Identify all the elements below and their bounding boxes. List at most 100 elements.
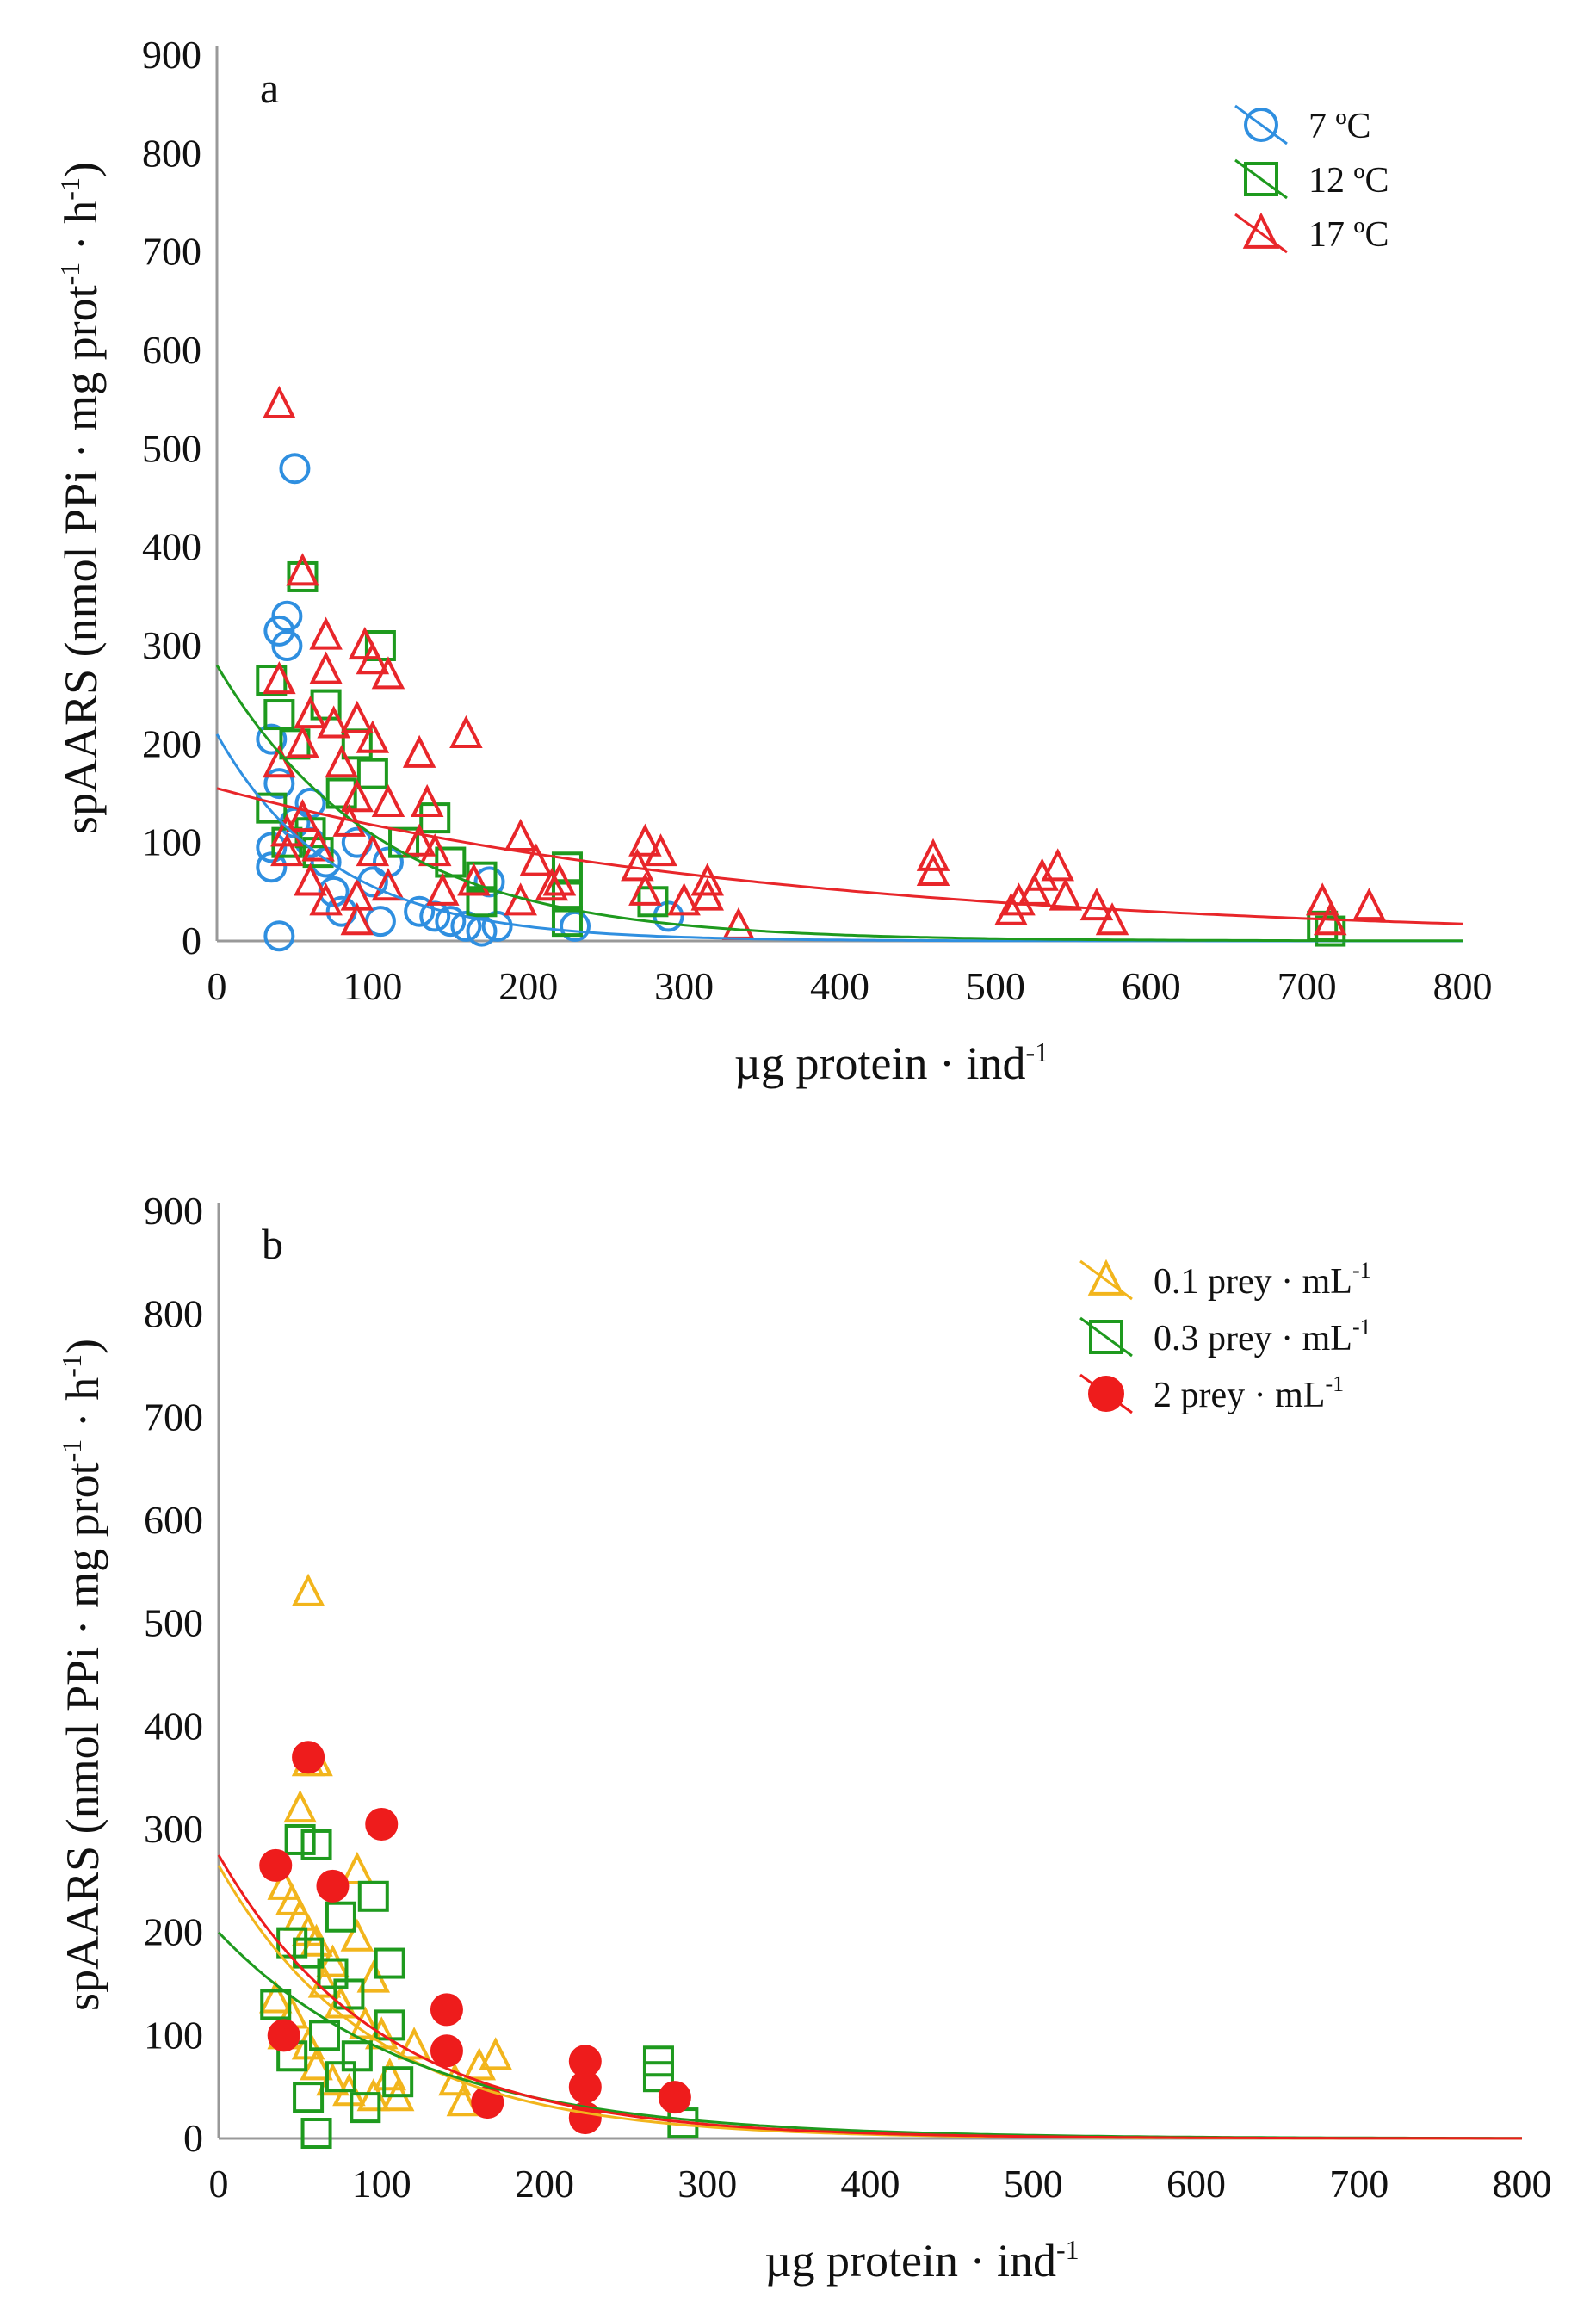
data-point bbox=[628, 872, 662, 906]
data-point bbox=[426, 872, 460, 906]
data-point bbox=[271, 630, 303, 661]
data-point bbox=[1079, 887, 1114, 921]
trend-line bbox=[216, 787, 1463, 925]
data-point bbox=[283, 1790, 317, 1823]
data-point bbox=[287, 560, 319, 592]
legend-line bbox=[1234, 158, 1288, 200]
trend-line bbox=[217, 1931, 1522, 2140]
y-tick-label: 500 bbox=[144, 1601, 203, 1645]
x-tick-label: 100 bbox=[343, 964, 402, 1008]
data-point bbox=[300, 1829, 332, 1860]
y-tick-label: 100 bbox=[144, 2013, 203, 2057]
y-axis-title-part: ) bbox=[57, 1339, 108, 1354]
legend-label-sup: -1 bbox=[1352, 1258, 1371, 1283]
legend-label-sup: -1 bbox=[1325, 1371, 1344, 1396]
data-point bbox=[256, 851, 288, 883]
data-point bbox=[291, 2027, 325, 2060]
data-point bbox=[294, 695, 327, 729]
data-point bbox=[365, 1808, 399, 1841]
y-axis-title-sup: -1 bbox=[56, 1439, 87, 1463]
data-point bbox=[292, 1741, 325, 1774]
data-point bbox=[349, 2006, 382, 2039]
data-point bbox=[260, 1989, 292, 2020]
legend-marker-icon bbox=[1087, 1259, 1125, 1296]
data-point bbox=[690, 863, 725, 896]
y-tick-label: 400 bbox=[142, 525, 201, 569]
data-point bbox=[263, 615, 295, 647]
data-point bbox=[1049, 877, 1083, 911]
data-point bbox=[275, 1882, 309, 1915]
series-1 bbox=[260, 1823, 699, 2150]
data-point bbox=[270, 833, 304, 867]
data-point bbox=[294, 863, 327, 896]
y-axis-title-part: · h bbox=[57, 1377, 108, 1439]
x-tick-label: 700 bbox=[1329, 2162, 1389, 2206]
y-tick-label: 600 bbox=[144, 1498, 203, 1542]
data-point bbox=[309, 882, 343, 916]
data-point bbox=[258, 1980, 293, 2014]
data-point bbox=[316, 1944, 350, 1977]
data-point bbox=[286, 725, 319, 758]
data-point bbox=[341, 2040, 373, 2072]
data-point bbox=[317, 1958, 349, 1989]
x-tick-label: 300 bbox=[677, 2162, 737, 2206]
data-point bbox=[371, 783, 405, 818]
x-tick-label: 500 bbox=[966, 964, 1025, 1008]
panel-label: b bbox=[262, 1220, 283, 1268]
data-point bbox=[450, 910, 482, 942]
data-point bbox=[466, 915, 498, 947]
y-axis-title-sup: -1 bbox=[54, 177, 85, 201]
x-tick-label: 0 bbox=[207, 964, 227, 1008]
data-point bbox=[284, 1823, 316, 1855]
y-axis-title: spAARS (nmol PPi · mg prot-1 · h-1) bbox=[56, 1339, 108, 2011]
panel-label: a bbox=[260, 64, 279, 112]
data-point bbox=[1025, 857, 1059, 891]
data-point bbox=[568, 2070, 602, 2104]
data-point bbox=[371, 868, 405, 901]
data-point bbox=[462, 2047, 497, 2081]
x-tick-label: 700 bbox=[1277, 964, 1337, 1008]
data-point bbox=[1305, 882, 1339, 916]
trend-line bbox=[217, 1865, 1522, 2140]
data-point bbox=[325, 1901, 356, 1933]
legend-line bbox=[1234, 104, 1288, 145]
y-tick-label: 400 bbox=[144, 1704, 203, 1748]
legend-label: 2 prey · mL-1 bbox=[1154, 1371, 1344, 1415]
data-point bbox=[382, 2066, 414, 2098]
data-point bbox=[721, 907, 756, 940]
x-tick-label: 500 bbox=[1004, 2162, 1063, 2206]
data-point bbox=[1095, 902, 1129, 936]
x-tick-label: 100 bbox=[352, 2162, 411, 2206]
legend-label: 12 ºC bbox=[1308, 161, 1389, 201]
data-point bbox=[271, 600, 303, 632]
x-tick-label: 800 bbox=[1493, 2162, 1552, 2206]
data-point bbox=[356, 758, 388, 789]
legend-marker-icon bbox=[1089, 1320, 1123, 1354]
data-point bbox=[293, 2082, 325, 2113]
data-point bbox=[916, 852, 950, 887]
data-point bbox=[302, 837, 334, 869]
x-axis-title: µg protein · ind-1 bbox=[734, 1037, 1049, 1089]
data-point bbox=[404, 895, 436, 927]
data-point bbox=[1352, 887, 1386, 921]
data-point bbox=[300, 2118, 332, 2150]
x-tick-label: 200 bbox=[498, 964, 558, 1008]
legend-line bbox=[1234, 213, 1288, 254]
data-point bbox=[256, 792, 288, 824]
data-point bbox=[519, 843, 554, 876]
data-point bbox=[504, 818, 537, 852]
data-point bbox=[316, 1869, 350, 1903]
data-point bbox=[542, 863, 577, 896]
data-point bbox=[348, 626, 382, 660]
y-tick-label: 800 bbox=[144, 1292, 203, 1336]
x-axis-title: µg protein · ind-1 bbox=[764, 2234, 1079, 2287]
data-point bbox=[418, 833, 452, 867]
y-tick-label: 300 bbox=[142, 623, 201, 667]
data-point bbox=[317, 705, 350, 739]
data-point bbox=[621, 848, 654, 882]
legend-line bbox=[1079, 1316, 1133, 1358]
y-axis-title-part: · h bbox=[55, 201, 107, 263]
y-tick-label: 100 bbox=[142, 820, 201, 864]
data-point bbox=[256, 723, 288, 755]
